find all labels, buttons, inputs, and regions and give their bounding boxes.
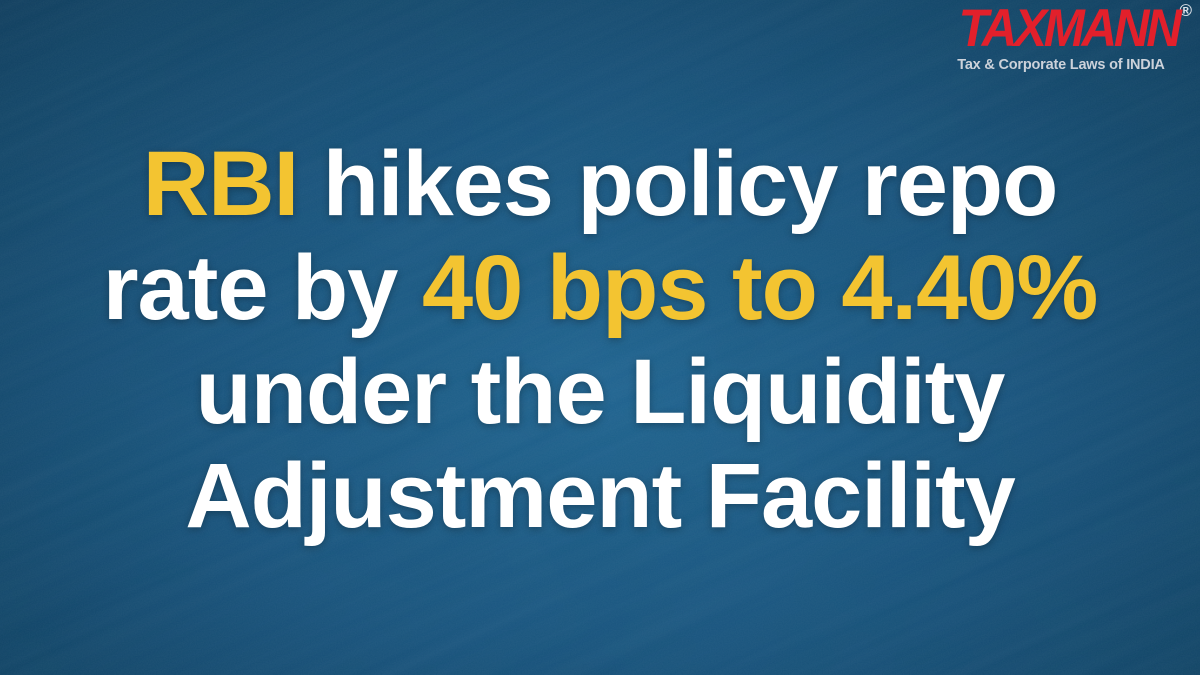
headline-line-1: RBI hikes policy repo <box>0 132 1200 236</box>
headline-segment: hikes policy repo <box>298 133 1059 235</box>
headline-segment: Adjustment Facility <box>185 445 1016 547</box>
registered-trademark-icon: ® <box>1179 1 1192 20</box>
headline-segment-accent: 40 bps to 4.40% <box>421 237 1098 339</box>
logo-tagline: Tax & Corporate Laws of INDIA <box>957 57 1165 74</box>
headline-segment-accent: RBI <box>142 133 299 235</box>
taxmann-logo: TAXMANN ® Tax & Corporate Laws of INDIA <box>942 0 1192 74</box>
headline-line-3: under the Liquidity <box>0 340 1200 444</box>
taxmann-logo-text: TAXMANN <box>958 0 1181 58</box>
headline: RBI hikes policy repo rate by 40 bps to … <box>0 132 1200 548</box>
taxmann-logo-row: TAXMANN ® <box>942 0 1192 58</box>
headline-line-4: Adjustment Facility <box>0 444 1200 548</box>
headline-segment: rate by <box>102 237 422 339</box>
headline-line-2: rate by 40 bps to 4.40% <box>0 236 1200 340</box>
headline-segment: under the Liquidity <box>195 341 1006 443</box>
